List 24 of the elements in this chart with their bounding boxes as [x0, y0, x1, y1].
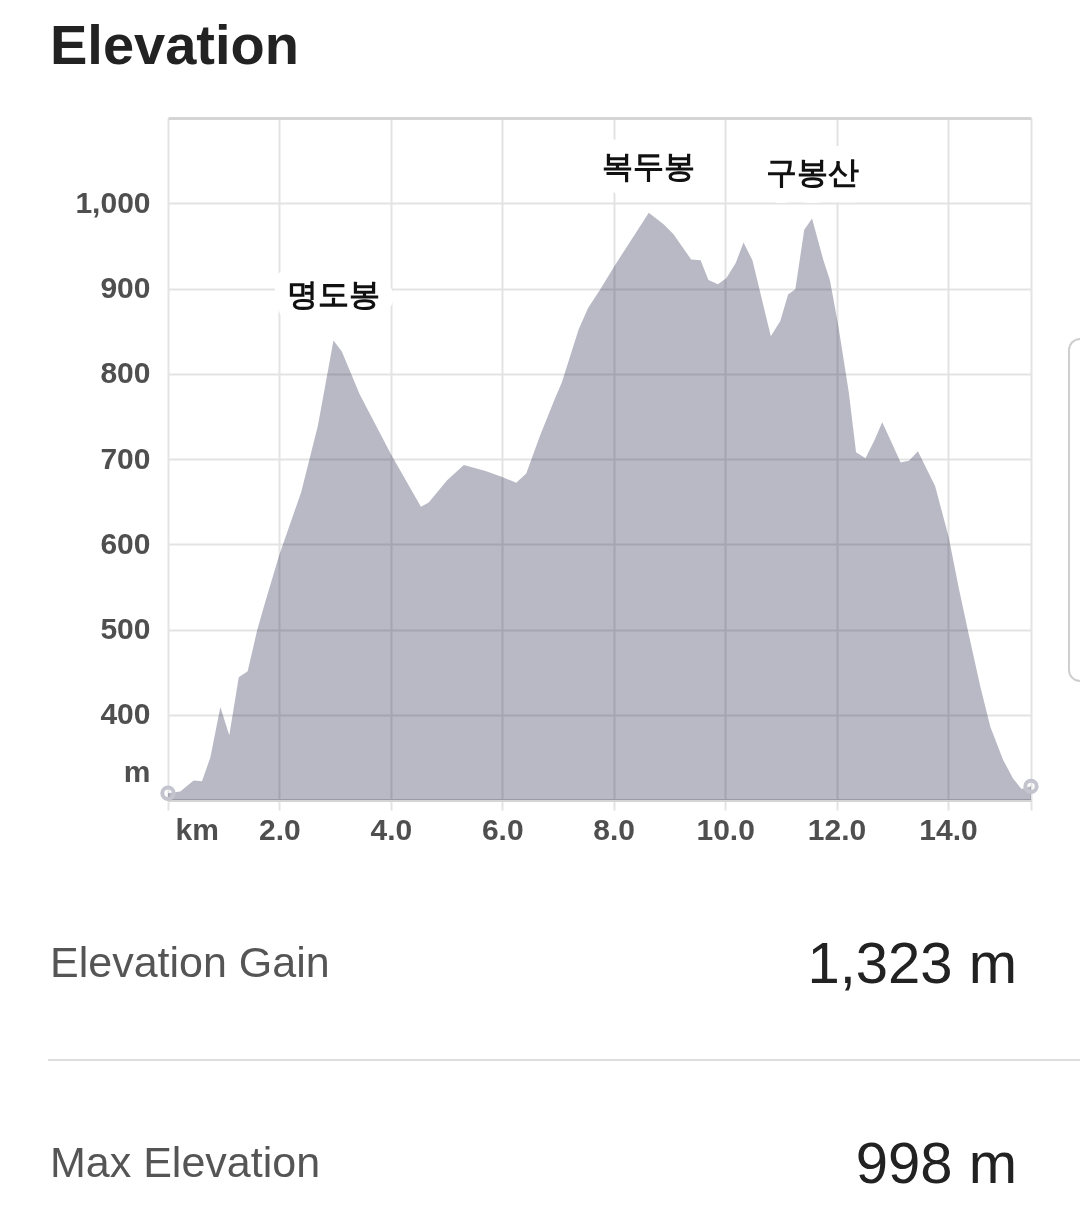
y-axis-title: m — [123, 754, 151, 788]
text: 1,323 m — [807, 928, 1017, 996]
x-tick-label: 8.0 — [593, 812, 636, 846]
text: Max Elevation — [50, 1137, 321, 1187]
annotation: 구봉산 — [765, 154, 859, 190]
x-tick-label: 4.0 — [370, 812, 413, 846]
x-tick-label: 12.0 — [807, 812, 867, 846]
x-axis-title: km — [175, 812, 219, 846]
chart-title: Elevation — [50, 13, 299, 77]
x-tick-label: 6.0 — [481, 812, 524, 846]
x-tick-label: 14.0 — [919, 812, 978, 846]
annotation: 복두봉 — [602, 148, 696, 184]
x-tick-label: 10.0 — [696, 812, 755, 846]
y-tick-label: 900 — [100, 271, 151, 304]
y-tick-label: 1,000 — [75, 185, 151, 219]
annotation: 명도봉 — [286, 276, 380, 312]
y-tick-label: 800 — [100, 356, 151, 390]
text: Elevation Gain — [50, 937, 330, 987]
x-tick-label: 2.0 — [259, 812, 301, 846]
y-tick-label: 500 — [100, 612, 151, 645]
y-tick-label: 700 — [100, 441, 151, 475]
text: 998 m — [855, 1128, 1017, 1196]
y-tick-label: 600 — [100, 526, 151, 560]
y-tick-label: 400 — [100, 697, 151, 731]
